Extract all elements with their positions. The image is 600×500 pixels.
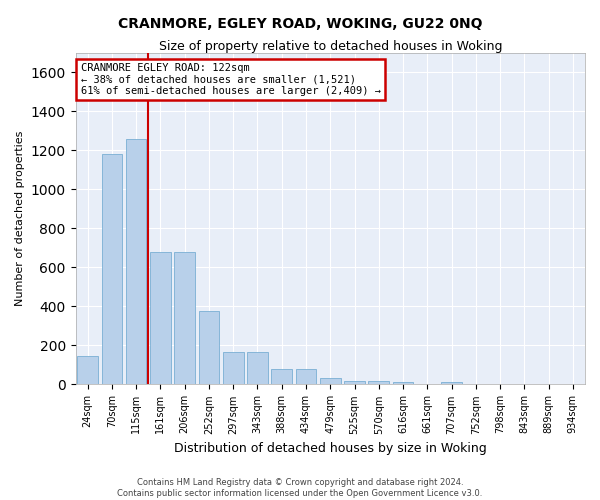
Bar (247, 352, 268, 384)
Bar (223, 352, 244, 384)
Bar (101, 154, 122, 384)
Bar (368, 380, 389, 384)
Y-axis label: Number of detached properties: Number of detached properties (15, 131, 25, 306)
Bar (150, 252, 171, 384)
Bar (199, 312, 219, 384)
Text: Contains HM Land Registry data © Crown copyright and database right 2024.
Contai: Contains HM Land Registry data © Crown c… (118, 478, 482, 498)
Text: CRANMORE EGLEY ROAD: 122sqm
← 38% of detached houses are smaller (1,521)
61% of : CRANMORE EGLEY ROAD: 122sqm ← 38% of det… (80, 63, 380, 96)
Bar (271, 369, 292, 384)
Bar (393, 382, 413, 384)
Bar (320, 378, 341, 384)
Bar (441, 382, 462, 384)
Bar (296, 369, 316, 384)
Bar (126, 139, 146, 384)
Bar (77, 356, 98, 384)
Bar (344, 380, 365, 384)
X-axis label: Distribution of detached houses by size in Woking: Distribution of detached houses by size … (174, 442, 487, 455)
Title: Size of property relative to detached houses in Woking: Size of property relative to detached ho… (158, 40, 502, 53)
Bar (175, 252, 195, 384)
Text: CRANMORE, EGLEY ROAD, WOKING, GU22 0NQ: CRANMORE, EGLEY ROAD, WOKING, GU22 0NQ (118, 18, 482, 32)
